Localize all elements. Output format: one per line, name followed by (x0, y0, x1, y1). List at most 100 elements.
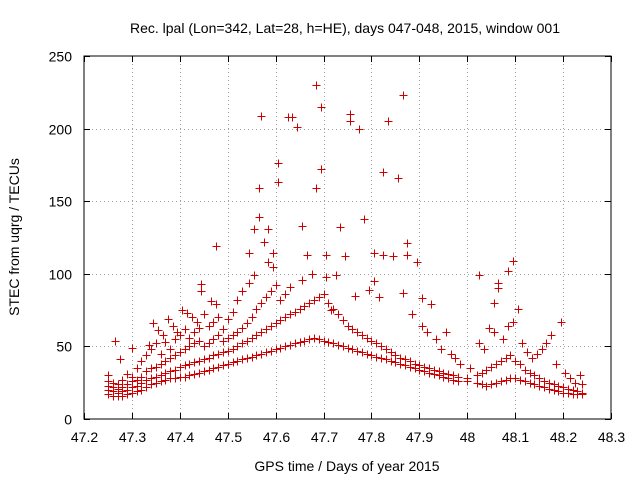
data-point (506, 351, 515, 360)
data-point (564, 385, 573, 394)
data-point (147, 374, 156, 383)
x-tick-label: 48 (460, 429, 476, 445)
data-point (327, 306, 336, 315)
data-point (233, 328, 242, 337)
data-point (238, 355, 247, 364)
data-point (171, 335, 180, 344)
data-point (288, 113, 297, 122)
data-point (193, 318, 202, 327)
data-point (432, 335, 441, 344)
data-point (219, 337, 228, 346)
data-point (406, 357, 415, 366)
data-point (521, 377, 530, 386)
data-point (166, 367, 175, 376)
data-point (492, 379, 501, 388)
data-point (238, 339, 247, 348)
data-point (514, 305, 523, 314)
data-point (197, 280, 206, 289)
data-point (375, 293, 384, 302)
data-point (372, 353, 381, 362)
data-point (224, 360, 233, 369)
data-point (317, 103, 326, 112)
data-point (296, 338, 305, 347)
data-point (360, 215, 369, 224)
data-point (298, 222, 307, 231)
data-point (533, 350, 542, 359)
data-point (320, 337, 329, 346)
data-point (291, 308, 300, 317)
data-point (243, 319, 252, 328)
data-point (233, 342, 242, 351)
data-point (370, 249, 379, 258)
data-point (332, 271, 341, 280)
data-point (200, 310, 209, 319)
data-point (559, 383, 568, 392)
data-point (358, 348, 367, 357)
data-point (171, 351, 180, 360)
data-point (451, 354, 460, 363)
data-point (272, 281, 281, 290)
data-point (322, 273, 331, 282)
data-point (161, 357, 170, 366)
data-point (269, 249, 278, 258)
data-point (425, 364, 434, 373)
data-point (447, 350, 456, 359)
data-point (569, 386, 578, 395)
data-point (502, 376, 511, 385)
data-point (550, 380, 559, 389)
data-point (214, 350, 223, 359)
data-point (111, 337, 120, 346)
data-point (255, 213, 264, 222)
data-point (490, 299, 499, 308)
data-point (348, 345, 357, 354)
data-point (190, 358, 199, 367)
x-tick-label: 48.2 (550, 429, 577, 445)
data-point (250, 225, 259, 234)
data-point (245, 279, 254, 288)
data-point (526, 379, 535, 388)
data-point (257, 350, 266, 359)
data-point (487, 380, 496, 389)
data-point (485, 324, 494, 333)
data-point (183, 309, 192, 318)
data-point (353, 328, 362, 337)
data-point (473, 371, 482, 380)
data-point (169, 322, 178, 331)
data-point (252, 305, 261, 314)
data-point (403, 251, 412, 260)
data-point (518, 339, 527, 348)
data-point (310, 334, 319, 343)
x-tick-label: 48.3 (598, 429, 625, 445)
data-point (298, 276, 307, 285)
data-point (123, 370, 132, 379)
data-point (535, 374, 544, 383)
data-point (418, 294, 427, 303)
data-point (437, 345, 446, 354)
data-point (214, 313, 223, 322)
data-point (377, 354, 386, 363)
y-tick-label: 50 (56, 339, 72, 355)
data-point (315, 293, 324, 302)
x-axis: 47.2 47.3 47.4 47.5 47.6 47.7 47.8 47.9 48 48.1 48… (71, 56, 625, 445)
data-point (185, 360, 194, 369)
data-point (566, 374, 575, 383)
data-point (487, 363, 496, 372)
data-point (147, 364, 156, 373)
y-axis: 0 50 100 150 200 250 (49, 49, 611, 428)
data-point (305, 299, 314, 308)
data-point (365, 286, 374, 295)
data-point (509, 257, 518, 266)
data-point (367, 351, 376, 360)
data-point (219, 325, 228, 334)
data-point (238, 287, 247, 296)
data-point (494, 284, 503, 293)
data-point (391, 358, 400, 367)
data-point (516, 376, 525, 385)
data-point (219, 361, 228, 370)
data-point (276, 316, 285, 325)
data-point (475, 339, 484, 348)
data-point (535, 382, 544, 391)
data-point (473, 379, 482, 388)
data-point (399, 289, 408, 298)
data-point (209, 318, 218, 327)
